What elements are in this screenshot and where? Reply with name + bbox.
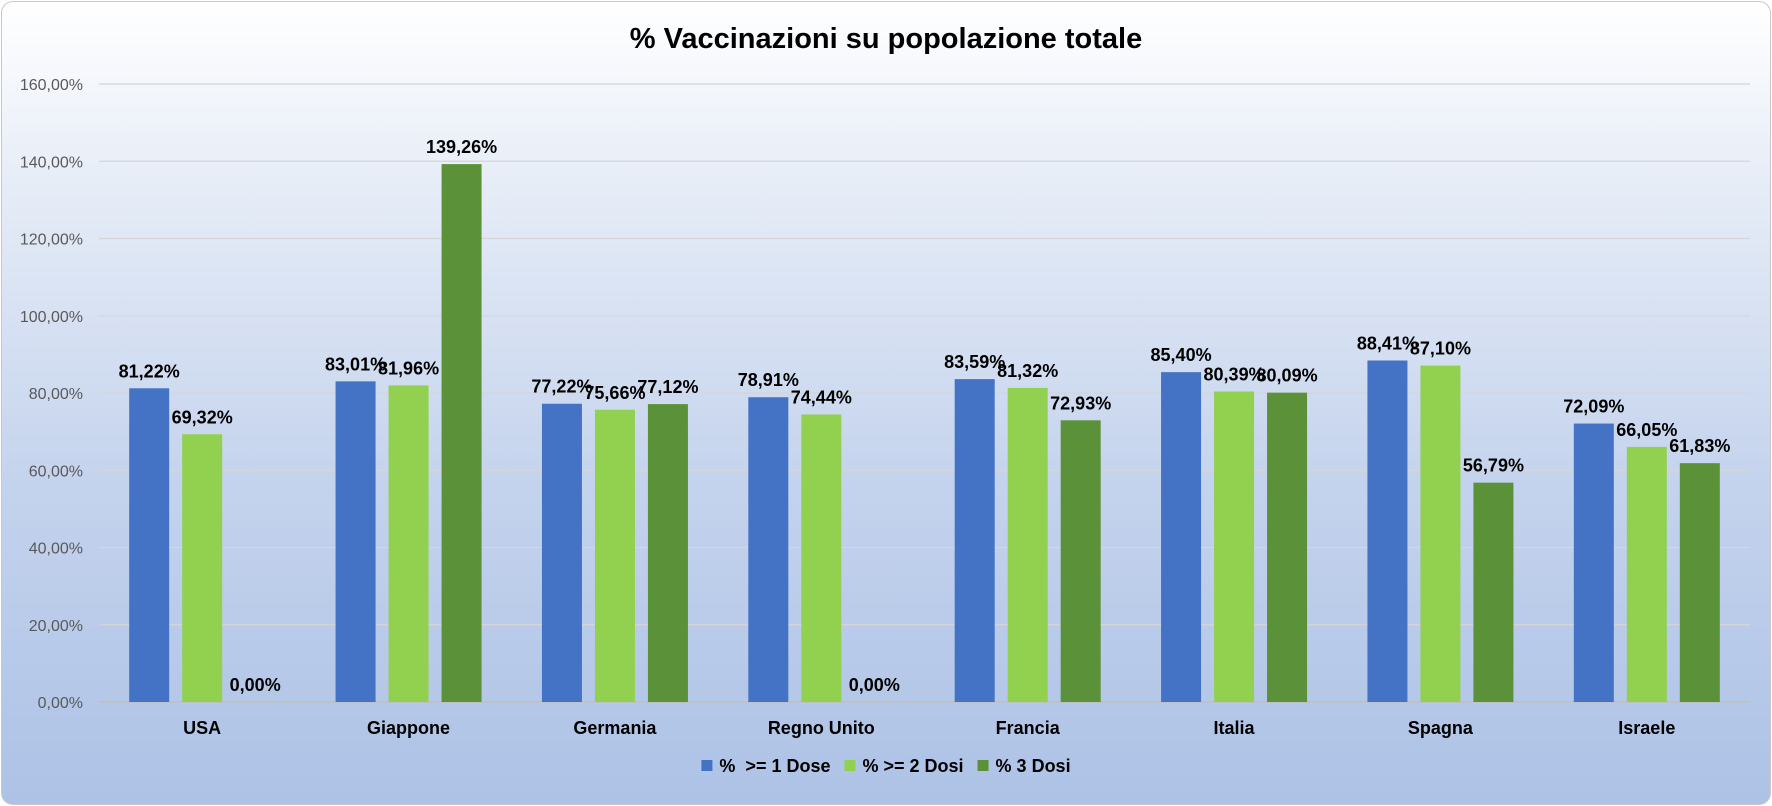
bar [129,388,170,702]
bar [1007,387,1048,702]
data-label: 139,26% [426,137,497,157]
data-label: 61,83% [1669,436,1730,456]
data-label: 74,44% [791,387,852,407]
y-tick-label: 60,00% [29,463,83,480]
bar [647,404,688,702]
data-label: 81,32% [997,361,1058,381]
y-tick-label: 140,00% [20,154,83,171]
y-tick-label: 100,00% [20,309,83,326]
y-tick-label: 120,00% [20,232,83,249]
x-tick-label: Israele [1618,718,1675,738]
y-tick-label: 0,00% [38,695,83,712]
x-tick-label: Germania [573,718,657,738]
y-tick-label: 160,00% [20,77,83,94]
bar [1573,423,1614,702]
bar [594,409,635,702]
data-label: 80,39% [1204,364,1265,384]
data-label: 66,05% [1616,420,1677,440]
legend-label: % >= 2 Dosi [862,756,963,776]
data-label: 72,09% [1563,397,1624,417]
bar [1214,391,1255,702]
data-labels: 81,22% 69,32% 0,00% 83,01%81,96% 139,26% 77,2… [119,137,1731,695]
data-label: 83,59% [944,352,1005,372]
legend: % >= 1 Dose % >= 2 Dosi % 3 Dosi [701,756,1071,776]
x-tick-label: Italia [1214,718,1256,738]
data-label: 0,00% [849,675,900,695]
legend-label: % >= 1 Dose [719,756,830,776]
data-label: 69,32% [172,407,233,427]
data-label: 0,00% [230,675,281,695]
x-tick-label: Francia [996,718,1061,738]
bar [954,379,995,702]
bar [1679,463,1720,702]
chart-title: % Vaccinazioni su popolazione totale [630,23,1142,55]
x-tick-label: USA [183,718,221,738]
data-label: 56,79% [1463,456,1524,476]
data-label: 80,09% [1257,366,1318,386]
bar [1161,372,1202,702]
data-label: 81,22% [119,361,180,381]
legend-swatch [701,760,713,771]
data-label: 75,66% [584,383,645,403]
y-tick-label: 80,00% [29,386,83,403]
data-label: 77,22% [531,377,592,397]
bar [801,414,842,702]
y-axis-ticks: 0,00% 20,00% 40,00% 60,00% 80,00% 100,00% 120,… [20,77,83,712]
x-tick-label: Regno Unito [768,718,875,738]
data-label: 87,10% [1410,339,1471,359]
bar [441,164,482,702]
data-label: 85,40% [1151,345,1212,365]
x-tick-label: Spagna [1408,718,1474,738]
bar [1267,392,1308,702]
y-tick-label: 40,00% [29,541,83,558]
bar [1367,360,1408,702]
legend-label: % 3 Dosi [996,756,1071,776]
data-label: 88,41% [1357,334,1418,354]
x-axis-ticks: USA Giappone Germania Regno Unito Francia Ita… [183,718,1675,738]
bar [1473,482,1514,702]
x-tick-label: Giappone [367,718,450,738]
data-label: 77,12% [637,377,698,397]
data-label: 78,91% [738,370,799,390]
bar [1626,446,1667,702]
bars [129,164,1720,702]
bar [1420,365,1461,702]
legend-swatch [844,760,856,771]
legend-swatch [977,760,989,771]
data-label: 72,93% [1050,393,1111,413]
bar [335,381,376,702]
data-label: 83,01% [325,354,386,374]
bar [388,385,429,702]
bar [748,397,789,702]
bar [1060,420,1101,702]
data-label: 81,96% [378,358,439,378]
bar [541,403,582,702]
y-tick-label: 20,00% [29,618,83,635]
bar [182,434,223,702]
